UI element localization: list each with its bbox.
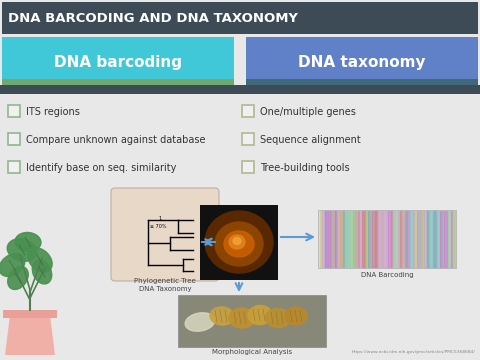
- FancyBboxPatch shape: [2, 37, 234, 85]
- FancyBboxPatch shape: [2, 79, 234, 85]
- Ellipse shape: [8, 266, 28, 289]
- FancyBboxPatch shape: [178, 295, 326, 347]
- FancyBboxPatch shape: [242, 161, 254, 173]
- Text: One/multiple genes: One/multiple genes: [260, 107, 356, 117]
- FancyBboxPatch shape: [242, 105, 254, 117]
- Text: ≥ 70%: ≥ 70%: [150, 225, 167, 230]
- Text: Identify base on seq. similarity: Identify base on seq. similarity: [26, 163, 176, 173]
- FancyBboxPatch shape: [246, 37, 478, 85]
- Text: Sequence alignment: Sequence alignment: [260, 135, 361, 145]
- Text: ITS regions: ITS regions: [26, 107, 80, 117]
- Ellipse shape: [224, 231, 254, 257]
- FancyBboxPatch shape: [8, 133, 20, 145]
- FancyBboxPatch shape: [0, 85, 480, 94]
- Ellipse shape: [210, 307, 234, 325]
- Text: DNA barcoding: DNA barcoding: [54, 54, 182, 69]
- Ellipse shape: [233, 238, 241, 244]
- Ellipse shape: [28, 248, 52, 272]
- Ellipse shape: [215, 222, 263, 266]
- Text: Morphological Analysis: Morphological Analysis: [212, 349, 292, 355]
- FancyBboxPatch shape: [318, 210, 456, 268]
- Ellipse shape: [285, 307, 307, 325]
- Ellipse shape: [265, 309, 290, 328]
- Text: Tree-building tools: Tree-building tools: [260, 163, 349, 173]
- Text: DNA taxonomy: DNA taxonomy: [298, 54, 426, 69]
- Text: DNA Barcoding: DNA Barcoding: [360, 272, 413, 278]
- Ellipse shape: [229, 308, 255, 328]
- Ellipse shape: [7, 239, 37, 261]
- Text: 1: 1: [158, 216, 161, 220]
- FancyBboxPatch shape: [2, 2, 478, 34]
- Ellipse shape: [15, 233, 41, 252]
- Text: Phylogenetic Tree
DNA Taxonomy: Phylogenetic Tree DNA Taxonomy: [134, 278, 196, 292]
- Text: https://www.ncbi.nlm.nih.gov/pmc/articles/PMC5368684/: https://www.ncbi.nlm.nih.gov/pmc/article…: [352, 350, 476, 354]
- FancyBboxPatch shape: [200, 205, 278, 280]
- Polygon shape: [5, 315, 55, 355]
- FancyBboxPatch shape: [3, 310, 57, 318]
- FancyBboxPatch shape: [242, 133, 254, 145]
- FancyBboxPatch shape: [8, 161, 20, 173]
- Ellipse shape: [248, 306, 272, 324]
- FancyBboxPatch shape: [8, 105, 20, 117]
- Ellipse shape: [0, 253, 25, 276]
- Ellipse shape: [205, 211, 273, 273]
- Text: DNA BARCODING AND DNA TAXONOMY: DNA BARCODING AND DNA TAXONOMY: [8, 12, 298, 24]
- Text: Compare unknown against database: Compare unknown against database: [26, 135, 205, 145]
- FancyBboxPatch shape: [111, 188, 219, 281]
- Ellipse shape: [32, 260, 52, 284]
- Ellipse shape: [185, 313, 215, 331]
- FancyBboxPatch shape: [246, 79, 478, 85]
- Ellipse shape: [229, 235, 245, 249]
